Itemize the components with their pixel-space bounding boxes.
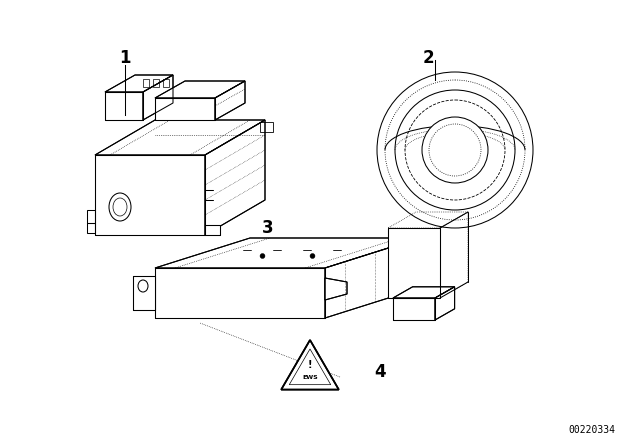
Polygon shape [105, 75, 173, 92]
Ellipse shape [422, 117, 488, 183]
Text: !: ! [308, 360, 312, 370]
Polygon shape [325, 238, 420, 318]
Text: 1: 1 [119, 49, 131, 67]
Polygon shape [325, 278, 347, 300]
Polygon shape [393, 287, 454, 298]
Polygon shape [215, 81, 245, 120]
Polygon shape [95, 120, 265, 155]
Polygon shape [393, 298, 435, 320]
Polygon shape [281, 340, 339, 390]
Ellipse shape [377, 72, 533, 228]
Polygon shape [205, 225, 220, 235]
Text: 4: 4 [374, 363, 386, 381]
Ellipse shape [310, 254, 315, 258]
Text: 2: 2 [422, 49, 434, 67]
Text: 3: 3 [262, 219, 274, 237]
Polygon shape [95, 155, 205, 235]
Polygon shape [155, 81, 245, 98]
Ellipse shape [395, 90, 515, 210]
Ellipse shape [260, 254, 265, 258]
Polygon shape [133, 276, 155, 310]
Polygon shape [155, 268, 325, 318]
Text: EWS: EWS [302, 375, 318, 379]
Polygon shape [143, 75, 173, 120]
Polygon shape [105, 92, 143, 120]
Polygon shape [205, 120, 265, 235]
Polygon shape [155, 238, 420, 268]
Polygon shape [435, 287, 454, 320]
Polygon shape [388, 228, 440, 298]
Text: 00220334: 00220334 [568, 425, 615, 435]
Polygon shape [155, 98, 215, 120]
